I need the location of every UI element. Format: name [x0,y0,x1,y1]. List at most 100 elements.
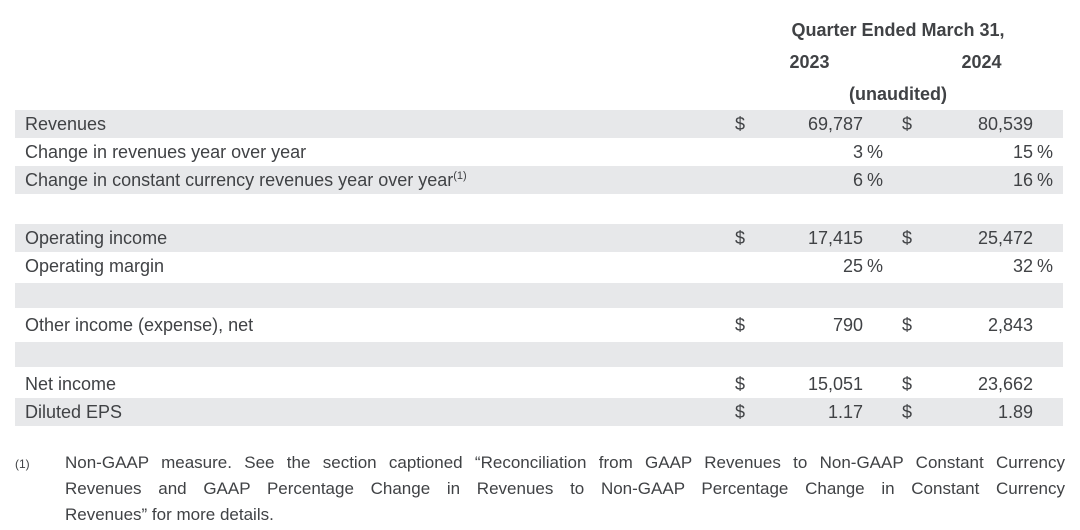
value-2024: 15 [1012,142,1033,162]
spacer-cell [15,280,1064,311]
currency-symbol-2024 [900,138,930,166]
table-row: Change in constant currency revenues yea… [15,166,1064,194]
row-label: Other income (expense), net [25,315,254,335]
currency-symbol-2024: $ [900,110,930,138]
value-2023: 1.17 [763,398,863,426]
currency-symbol-2024: $ [900,224,930,252]
spacer-row-shaded [15,280,1064,311]
header-row-title: Quarter Ended March 31, [15,14,1063,46]
currency-symbol-2024: $ [902,315,913,335]
percent-sign-2024 [1033,369,1063,399]
currency-symbol-2024 [900,252,930,282]
value-2023: 15,051 [807,374,863,394]
value-2023: 790 [832,315,863,335]
column-header-2024: 2024 [961,51,1002,72]
value-2023: 3 [852,142,863,162]
footnote-line: Revenues” for more details. [65,505,274,524]
column-header-2023: 2023 [789,51,830,72]
percent-sign-2023: % [863,166,886,194]
percent-sign-2024 [1033,310,1063,341]
unaudited-label: (unaudited) [849,83,948,104]
value-2024: 23,662 [977,374,1033,394]
currency-symbol-2024: $ [900,398,930,426]
percent-sign-2024: % [1033,166,1064,194]
table-row: Revenues $69,787 $80,539 [15,110,1064,138]
footnote-text: Non-GAAP measure. See the section captio… [65,450,1065,528]
percent-sign-2023 [863,310,886,341]
column-gap [886,110,900,138]
currency-symbol-2024: $ [902,374,913,394]
currency-symbol-2023: $ [733,224,763,252]
row-label: Diluted EPS [15,398,733,426]
spacer-cell [15,194,1063,224]
percent-sign-2023 [863,224,886,252]
header-spacer-cell [886,46,900,78]
row-label: Operating income [15,224,733,252]
currency-symbol-2023: $ [733,110,763,138]
table-row: Change in revenues year over year 3% 15% [15,138,1063,166]
percent-sign-2024: % [1037,256,1054,276]
percent-sign-2024: % [1037,142,1054,162]
table-row: Operating margin 25% 32% [15,252,1063,282]
row-label: Change in revenues year over year [25,142,307,162]
table-row: Other income (expense), net $790 $2,843 [15,310,1063,341]
footnote-marker: (1) [15,457,30,471]
column-gap [886,166,900,194]
column-gap [886,224,900,252]
percent-sign-2024 [1033,224,1064,252]
row-label: Net income [25,374,117,394]
row-label: Change in constant currency revenues yea… [15,166,733,194]
currency-symbol-2023: $ [735,374,746,394]
period-title: Quarter Ended March 31, [791,19,1005,40]
currency-symbol-2023 [733,252,763,282]
value-2024: 2,843 [987,315,1033,335]
table-body: Revenues $69,787 $80,539 Change in revenues… [15,110,1064,426]
header-spacer-cell [15,46,733,78]
header-spacer-cell [15,78,733,110]
footnote-line: Non-GAAP measure. See the section captio… [65,453,1065,472]
footnote-reference: (1) [453,170,467,182]
column-gap [886,310,900,341]
spacer-row-shaded [15,339,1064,370]
value-2023: 69,787 [763,110,863,138]
quarterly-results-table: Quarter Ended March 31, 2023 2024 (unaud… [15,14,1064,426]
spacer-cell [15,339,1064,370]
footnote-line: Revenues and GAAP Percentage Change in R… [65,479,1065,498]
value-2024: 25,472 [930,224,1033,252]
percent-sign-2024 [1033,398,1064,426]
percent-sign-2023 [863,398,886,426]
currency-symbol-2023: $ [733,398,763,426]
column-gap [886,138,900,166]
header-spacer-cell [15,14,733,46]
percent-sign-2023: % [867,256,884,276]
percent-sign-2023: % [867,142,884,162]
footnote: (1) Non-GAAP measure. See the section ca… [15,450,1065,528]
spacer-row-white [15,194,1063,224]
table-header: Quarter Ended March 31, 2023 2024 (unaud… [15,14,1063,110]
table-row: Diluted EPS $1.17 $1.89 [15,398,1064,426]
table-row: Operating income $17,415 $25,472 [15,224,1064,252]
column-gap [886,369,900,399]
row-label: Operating margin [25,256,165,276]
currency-symbol-2023: $ [735,315,746,335]
percent-sign-2023 [863,110,886,138]
currency-symbol-2023 [733,138,763,166]
column-gap [886,398,900,426]
column-gap [886,252,900,282]
table-row: Net income $15,051 $23,662 [15,369,1063,399]
value-2024: 16 [930,166,1033,194]
percent-sign-2024 [1033,110,1064,138]
currency-symbol-2024 [900,166,930,194]
percent-sign-2023 [863,369,886,399]
row-label: Revenues [15,110,733,138]
value-2024: 80,539 [930,110,1033,138]
value-2023: 17,415 [763,224,863,252]
header-row-years: 2023 2024 [15,46,1063,78]
currency-symbol-2023 [733,166,763,194]
header-row-unaudited: (unaudited) [15,78,1063,110]
value-2024: 1.89 [930,398,1033,426]
value-2023: 25 [842,256,863,276]
value-2023: 6 [763,166,863,194]
value-2024: 32 [1012,256,1033,276]
